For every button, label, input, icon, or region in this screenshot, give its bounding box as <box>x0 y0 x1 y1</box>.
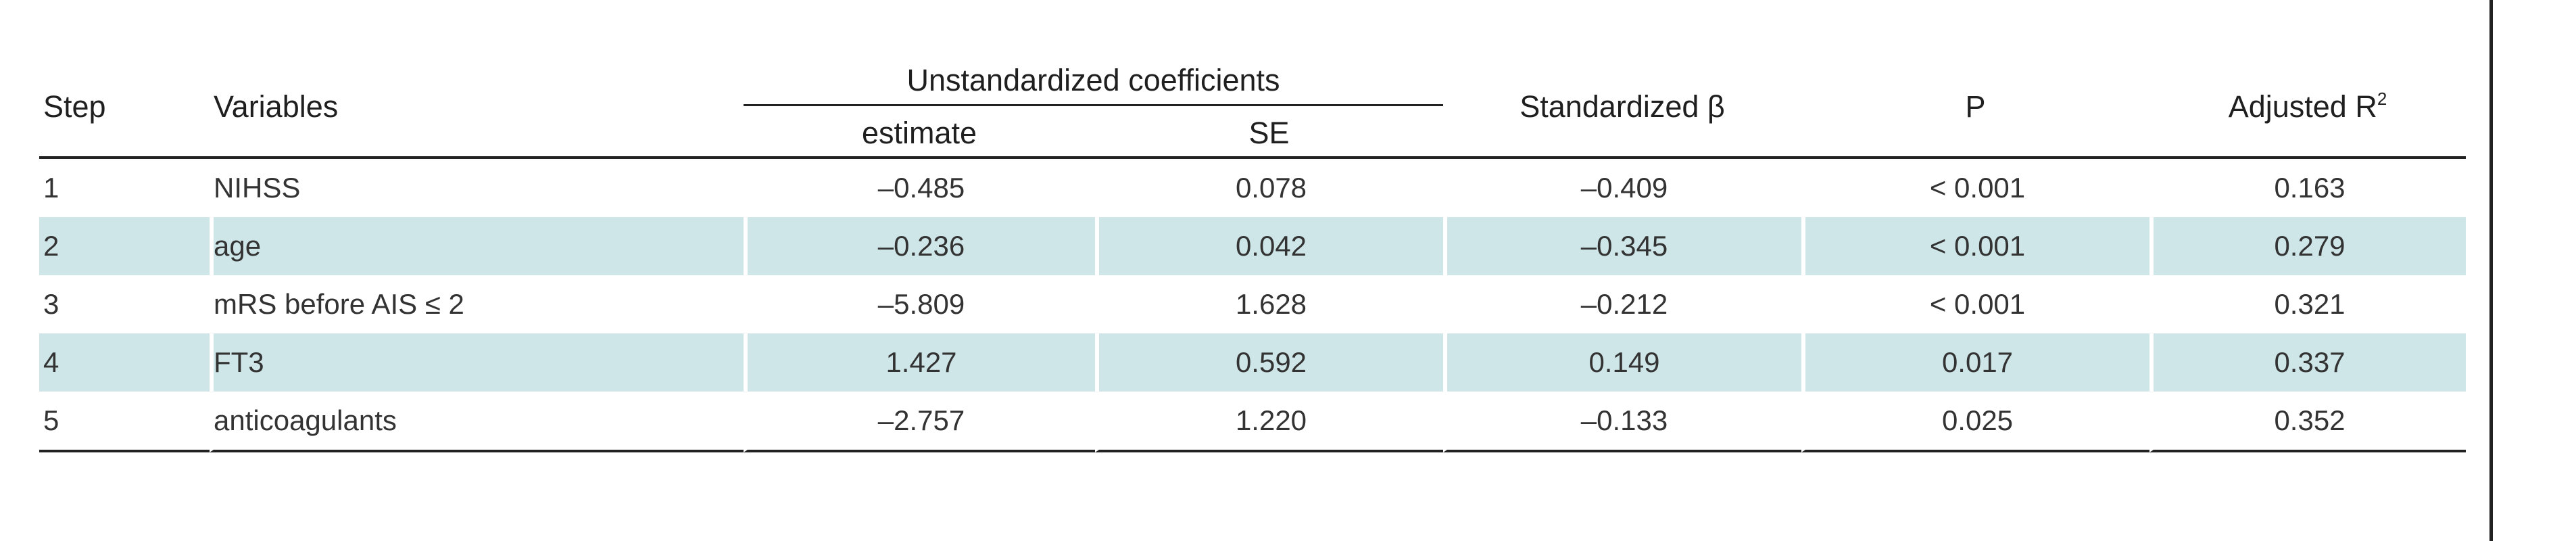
table-row: 2 age –0.236 0.042 –0.345 < 0.001 0.279 <box>39 217 2466 275</box>
cell-beta: –0.409 <box>1443 159 1801 217</box>
cell-variable: FT3 <box>210 333 744 392</box>
header-variables: Variables <box>210 57 744 159</box>
regression-table-container: Step Variables Unstandardized coefficien… <box>39 57 2466 452</box>
cell-se: 1.220 <box>1095 392 1443 452</box>
cell-se: 0.078 <box>1095 159 1443 217</box>
cell-variable: NIHSS <box>210 159 744 217</box>
cell-beta: 0.149 <box>1443 333 1801 392</box>
page-frame: Step Variables Unstandardized coefficien… <box>39 0 2493 541</box>
cell-beta: –0.133 <box>1443 392 1801 452</box>
cell-step: 4 <box>39 333 210 392</box>
cell-step: 1 <box>43 172 59 204</box>
table-row: 4 FT3 1.427 0.592 0.149 0.017 0.337 <box>39 333 2466 392</box>
cell-variable: anticoagulants <box>210 392 744 452</box>
cell-se: 1.628 <box>1095 275 1443 333</box>
table-header: Step Variables Unstandardized coefficien… <box>39 57 2466 159</box>
regression-table: Step Variables Unstandardized coefficien… <box>39 57 2466 452</box>
header-se: SE <box>1095 106 1443 159</box>
table-row: 5 anticoagulants –2.757 1.220 –0.133 0.0… <box>39 392 2466 452</box>
header-standardized-beta: Standardized β <box>1443 57 1801 159</box>
cell-estimate: –5.809 <box>744 275 1095 333</box>
cell-r2: 0.279 <box>2149 217 2466 275</box>
cell-estimate: –0.485 <box>744 159 1095 217</box>
cell-p: 0.017 <box>1801 333 2149 392</box>
cell-p: 0.025 <box>1801 392 2149 452</box>
header-unstandardized-label: Unstandardized coefficients <box>906 63 1280 97</box>
cell-estimate: 1.427 <box>744 333 1095 392</box>
cell-beta: –0.212 <box>1443 275 1801 333</box>
cell-se: 0.592 <box>1095 333 1443 392</box>
cell-variable: age <box>210 217 744 275</box>
header-unstandardized-coefficients: Unstandardized coefficients <box>744 57 1443 106</box>
header-p: P <box>1801 57 2149 159</box>
cell-r2: 0.352 <box>2149 392 2466 452</box>
cell-r2: 0.337 <box>2149 333 2466 392</box>
header-step: Step <box>39 57 210 159</box>
header-adjusted-r2-superscript: 2 <box>2377 88 2387 109</box>
cell-step: 5 <box>39 392 210 452</box>
cell-beta: –0.345 <box>1443 217 1801 275</box>
cell-p: < 0.001 <box>1801 275 2149 333</box>
cell-step: 2 <box>39 217 210 275</box>
table-row: 1 NIHSS –0.485 0.078 –0.409 < 0.001 0.16… <box>39 159 2466 217</box>
cell-se: 0.042 <box>1095 217 1443 275</box>
table-row: 3 mRS before AIS ≤ 2 –5.809 1.628 –0.212… <box>39 275 2466 333</box>
cell-estimate: –2.757 <box>744 392 1095 452</box>
cell-p: < 0.001 <box>1801 217 2149 275</box>
cell-estimate: –0.236 <box>744 217 1095 275</box>
cell-r2: 0.321 <box>2149 275 2466 333</box>
cell-r2: 0.163 <box>2149 159 2466 217</box>
cell-step: 3 <box>43 288 59 320</box>
cell-p: < 0.001 <box>1801 159 2149 217</box>
header-estimate: estimate <box>744 106 1095 159</box>
cell-variable: mRS before AIS ≤ 2 <box>210 275 744 333</box>
header-adjusted-r2: Adjusted R2 <box>2149 57 2466 159</box>
header-adjusted-r2-label: Adjusted R <box>2228 89 2377 124</box>
table-body: 1 NIHSS –0.485 0.078 –0.409 < 0.001 0.16… <box>39 159 2466 452</box>
